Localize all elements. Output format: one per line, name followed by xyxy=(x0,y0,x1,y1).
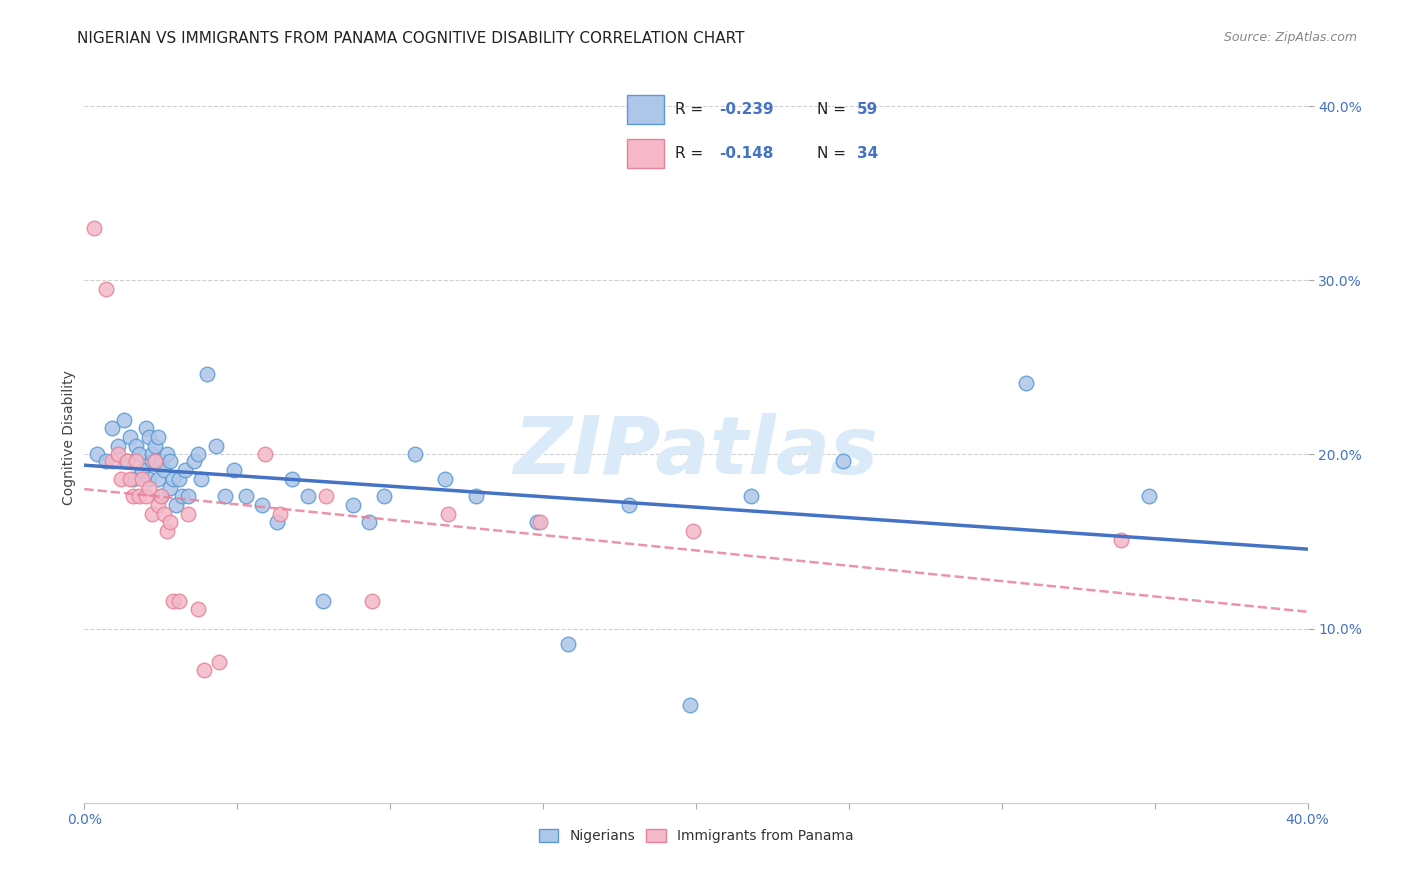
Point xyxy=(195,368,218,382)
Point xyxy=(135,421,157,435)
Point xyxy=(86,448,108,462)
Point xyxy=(83,221,105,235)
Point xyxy=(167,472,190,486)
Point xyxy=(526,516,548,530)
Point xyxy=(159,481,181,495)
Point xyxy=(312,594,335,608)
Point xyxy=(156,448,179,462)
Point xyxy=(205,439,228,453)
Point xyxy=(120,472,142,486)
Point xyxy=(131,472,153,486)
Point xyxy=(101,421,124,435)
Point xyxy=(143,439,166,453)
Point xyxy=(250,498,273,512)
Point xyxy=(177,507,200,521)
Point xyxy=(141,507,163,521)
Point xyxy=(122,472,145,486)
Point xyxy=(281,472,304,486)
Point xyxy=(138,430,160,444)
Point xyxy=(373,489,395,503)
Point xyxy=(138,472,160,486)
Point xyxy=(143,454,166,468)
Point xyxy=(617,498,640,512)
Point xyxy=(165,498,187,512)
Text: NIGERIAN VS IMMIGRANTS FROM PANAMA COGNITIVE DISABILITY CORRELATION CHART: NIGERIAN VS IMMIGRANTS FROM PANAMA COGNI… xyxy=(77,31,745,46)
Point xyxy=(214,489,236,503)
Point xyxy=(146,472,169,486)
Point xyxy=(186,448,208,462)
Point xyxy=(146,430,169,444)
Point xyxy=(115,454,138,468)
Point xyxy=(153,507,176,521)
Point xyxy=(162,472,184,486)
Point xyxy=(183,454,205,468)
Point xyxy=(128,489,150,503)
Point xyxy=(266,516,288,530)
Point xyxy=(107,448,129,462)
Point xyxy=(120,430,142,444)
Point xyxy=(153,463,176,477)
Point xyxy=(1109,533,1132,547)
Point xyxy=(235,489,257,503)
Point xyxy=(360,594,382,608)
Point xyxy=(269,507,291,521)
Point xyxy=(141,448,163,462)
Point xyxy=(128,448,150,462)
Point xyxy=(172,489,194,503)
Point xyxy=(149,489,172,503)
Point xyxy=(149,489,172,503)
Point xyxy=(682,524,704,538)
Point xyxy=(464,489,486,503)
Y-axis label: Cognitive Disability: Cognitive Disability xyxy=(62,369,76,505)
Point xyxy=(404,448,426,462)
Point xyxy=(146,498,169,512)
Legend: Nigerians, Immigrants from Panama: Nigerians, Immigrants from Panama xyxy=(533,823,859,848)
Point xyxy=(131,463,153,477)
Point xyxy=(174,463,197,477)
Point xyxy=(101,454,124,468)
Point xyxy=(125,454,148,468)
Point xyxy=(529,516,551,530)
Point xyxy=(115,454,138,468)
Point xyxy=(1015,376,1038,390)
Text: ZIPatlas: ZIPatlas xyxy=(513,413,879,491)
Point xyxy=(557,637,579,651)
Point xyxy=(434,472,457,486)
Point xyxy=(143,454,166,468)
Point xyxy=(125,439,148,453)
Point xyxy=(122,489,145,503)
Point xyxy=(107,439,129,453)
Point xyxy=(112,412,135,426)
Point xyxy=(177,489,200,503)
Point xyxy=(94,282,117,296)
Point xyxy=(208,655,231,669)
Point xyxy=(740,489,762,503)
Point xyxy=(110,472,132,486)
Point xyxy=(437,507,460,521)
Point xyxy=(159,516,181,530)
Point xyxy=(342,498,364,512)
Point xyxy=(315,489,337,503)
Point xyxy=(138,481,160,495)
Point xyxy=(141,454,163,468)
Point xyxy=(186,602,208,616)
Point xyxy=(297,489,319,503)
Point xyxy=(162,594,184,608)
Text: Source: ZipAtlas.com: Source: ZipAtlas.com xyxy=(1223,31,1357,45)
Point xyxy=(193,664,215,678)
Point xyxy=(149,454,172,468)
Point xyxy=(224,463,246,477)
Point xyxy=(190,472,212,486)
Point xyxy=(357,516,380,530)
Point xyxy=(94,454,117,468)
Point xyxy=(167,594,190,608)
Point xyxy=(135,489,157,503)
Point xyxy=(831,454,853,468)
Point xyxy=(679,698,702,713)
Point xyxy=(159,454,181,468)
Point xyxy=(1137,489,1160,503)
Point xyxy=(253,448,276,462)
Point xyxy=(156,524,179,538)
